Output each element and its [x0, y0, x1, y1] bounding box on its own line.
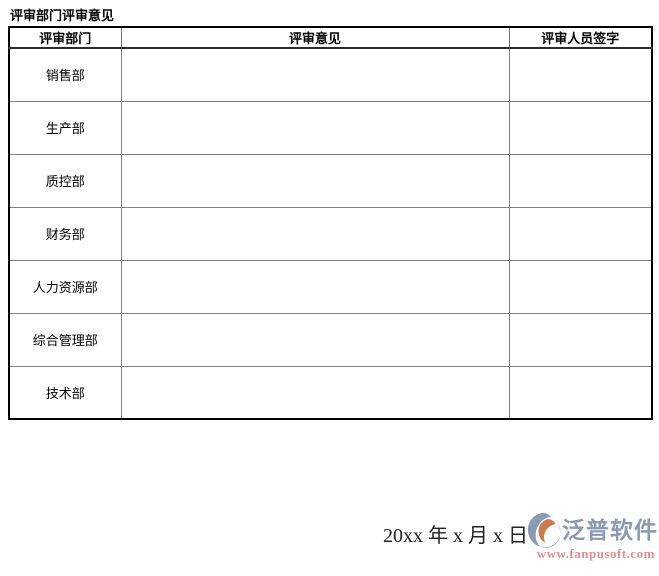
header-signature: 评审人员签字 — [508, 26, 653, 49]
signature-cell — [508, 259, 653, 314]
signature-cell — [508, 153, 653, 208]
opinion-cell — [120, 100, 510, 155]
page-title: 评审部门评审意见 — [10, 8, 115, 23]
department-cell: 销售部 — [8, 47, 122, 102]
header-department: 评审部门 — [8, 26, 122, 49]
signature-cell — [508, 365, 653, 420]
signature-cell — [508, 206, 653, 261]
department-cell: 人力资源部 — [8, 259, 122, 314]
header-opinion: 评审意见 — [120, 26, 510, 49]
opinion-cell — [120, 206, 510, 261]
fanpusoft-logo-text: 泛普软件 — [562, 516, 658, 543]
department-cell: 财务部 — [8, 206, 122, 261]
table-row: 财务部 — [8, 206, 653, 261]
table-row: 综合管理部 — [8, 312, 653, 367]
table-row: 人力资源部 — [8, 259, 653, 314]
fanpusoft-logo-icon — [527, 512, 561, 548]
opinion-cell — [120, 365, 510, 420]
department-cell: 生产部 — [8, 100, 122, 155]
table-row: 销售部 — [8, 47, 653, 102]
opinion-cell — [120, 153, 510, 208]
opinion-cell — [120, 312, 510, 367]
signature-cell — [508, 100, 653, 155]
fanpusoft-url: www.fanpusoft.com — [536, 546, 655, 561]
department-cell: 综合管理部 — [8, 312, 122, 367]
opinion-cell — [120, 47, 510, 102]
table-row: 生产部 — [8, 100, 653, 155]
table-row: 质控部 — [8, 153, 653, 208]
department-cell: 技术部 — [8, 365, 122, 420]
signature-cell — [508, 312, 653, 367]
date-line: 20xx 年 x 月 x 日 — [383, 525, 528, 547]
fanpusoft-watermark: 泛普软件 www.fanpusoft.com — [527, 512, 658, 562]
signature-cell — [508, 47, 653, 102]
department-cell: 质控部 — [8, 153, 122, 208]
opinion-cell — [120, 259, 510, 314]
review-opinion-table: 评审部门 评审意见 评审人员签字 销售部 生产部 质控部 财务部 人力资源部 — [8, 26, 653, 420]
table-header-row: 评审部门 评审意见 评审人员签字 — [8, 26, 653, 49]
table-row: 技术部 — [8, 365, 653, 420]
